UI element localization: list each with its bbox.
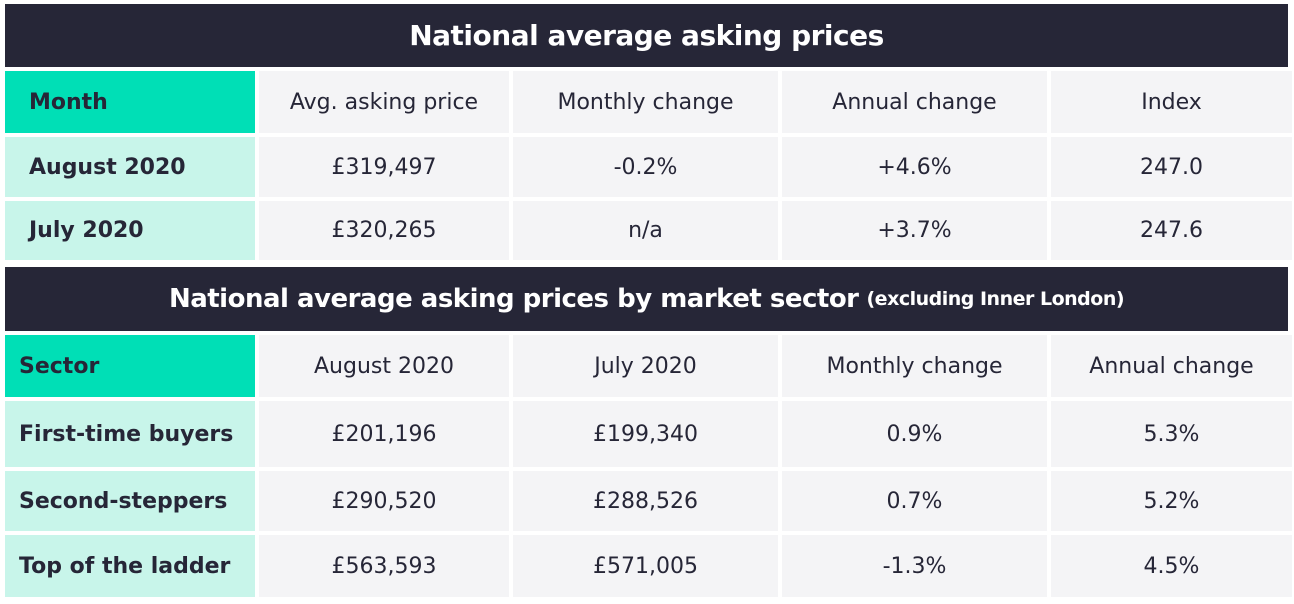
table1-row1-month: August 2020	[5, 137, 255, 197]
table2-header-annual-change: Annual change	[1051, 335, 1292, 397]
table2-grid: Sector August 2020 July 2020 Monthly cha…	[5, 335, 1292, 597]
table1-header-month: Month	[5, 71, 255, 133]
table1-grid: Month Avg. asking price Monthly change A…	[5, 71, 1292, 260]
table2-row3-monthly-change: -1.3%	[782, 535, 1047, 597]
table2-title-banner: National average asking prices by market…	[5, 267, 1288, 331]
table2-row3-annual-change: 4.5%	[1051, 535, 1292, 597]
table2-row1-august: £201,196	[259, 401, 509, 467]
table1-row2-month: July 2020	[5, 201, 255, 260]
table2-header-august: August 2020	[259, 335, 509, 397]
table2-row2-august: £290,520	[259, 471, 509, 531]
table2-row3-july: £571,005	[513, 535, 778, 597]
table2-row1-annual-change: 5.3%	[1051, 401, 1292, 467]
table2-row2-annual-change: 5.2%	[1051, 471, 1292, 531]
table1-header-annual-change: Annual change	[782, 71, 1047, 133]
table1-row2-avg-price: £320,265	[259, 201, 509, 260]
table1-row2-index: 247.6	[1051, 201, 1292, 260]
table2-row1-monthly-change: 0.9%	[782, 401, 1047, 467]
table1-row2-monthly-change: n/a	[513, 201, 778, 260]
table2-header-monthly-change: Monthly change	[782, 335, 1047, 397]
table2-row2-sector: Second-steppers	[5, 471, 255, 531]
table1-header-index: Index	[1051, 71, 1292, 133]
table1-header-avg-price: Avg. asking price	[259, 71, 509, 133]
table2-row2-monthly-change: 0.7%	[782, 471, 1047, 531]
table2-row1-sector: First-time buyers	[5, 401, 255, 467]
table2-row2-july: £288,526	[513, 471, 778, 531]
table1-row1-monthly-change: -0.2%	[513, 137, 778, 197]
table2-header-sector: Sector	[5, 335, 255, 397]
table1-title-banner: National average asking prices	[5, 4, 1288, 67]
table1-row1-index: 247.0	[1051, 137, 1292, 197]
table1-title: National average asking prices	[409, 19, 884, 52]
table2-subtitle: (excluding Inner London)	[866, 288, 1125, 310]
table2-row1-july: £199,340	[513, 401, 778, 467]
table2-title: National average asking prices by market…	[168, 284, 859, 314]
table1-row2-annual-change: +3.7%	[782, 201, 1047, 260]
table1-row1-avg-price: £319,497	[259, 137, 509, 197]
table2-header-july: July 2020	[513, 335, 778, 397]
table1-header-monthly-change: Monthly change	[513, 71, 778, 133]
table2-row3-august: £563,593	[259, 535, 509, 597]
table1-row1-annual-change: +4.6%	[782, 137, 1047, 197]
table2-row3-sector: Top of the ladder	[5, 535, 255, 597]
